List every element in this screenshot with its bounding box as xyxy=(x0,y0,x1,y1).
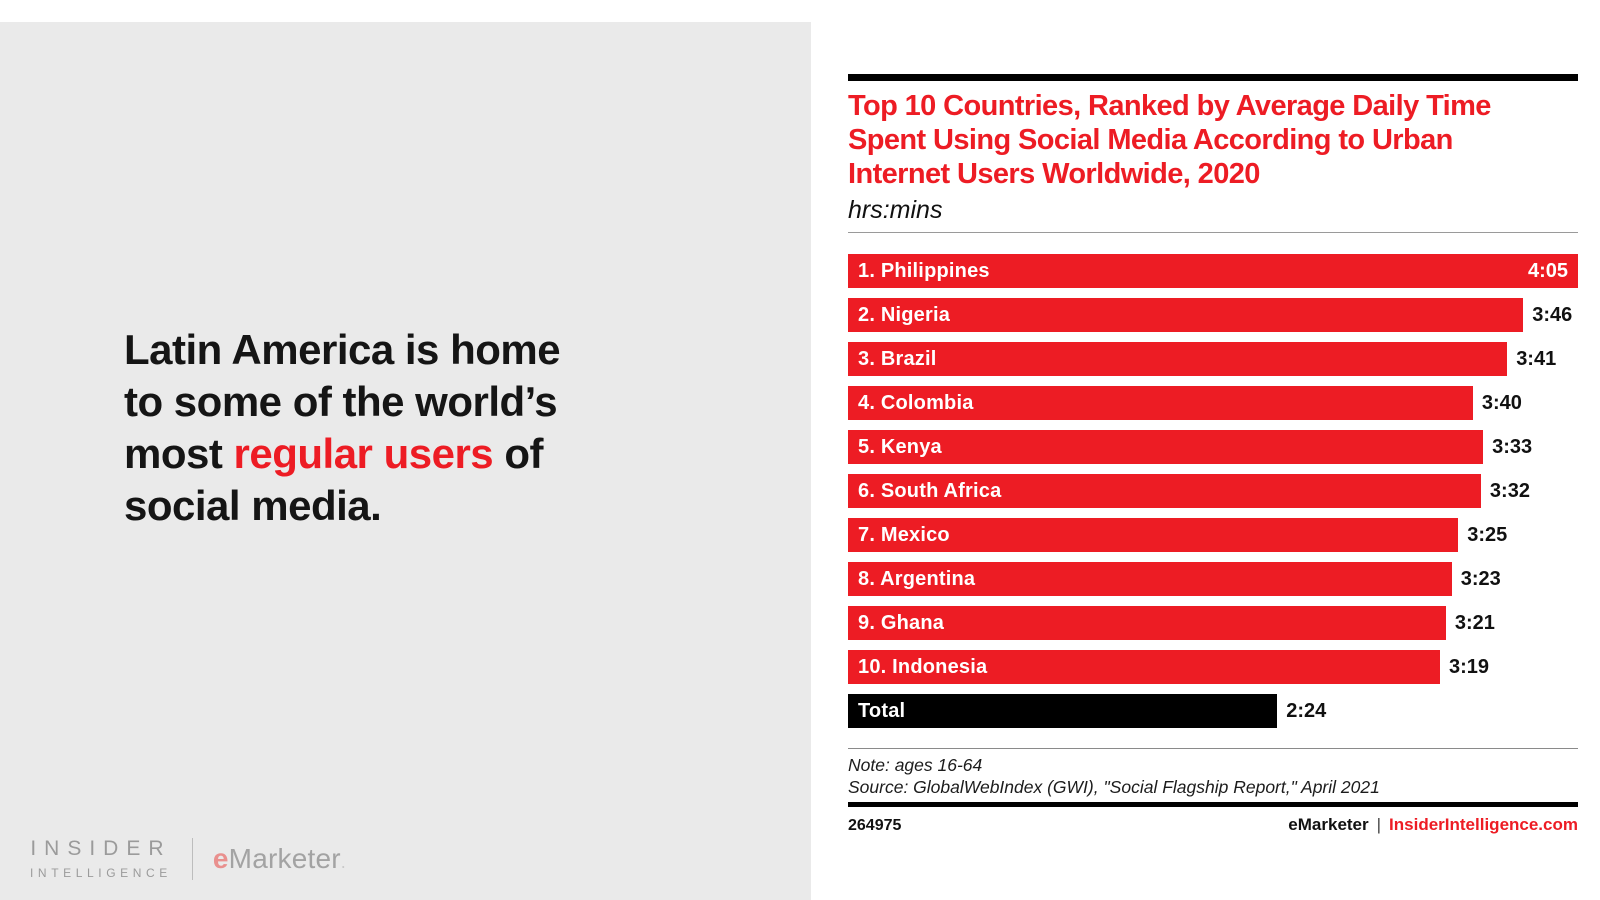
footer-brand: eMarketer | InsiderIntelligence.com xyxy=(1288,815,1578,835)
bar-value: 4:05 xyxy=(1527,259,1568,282)
chart-bottom-rule xyxy=(848,802,1578,807)
insider-logo-line1: INSIDER xyxy=(30,837,172,860)
bar-6: 6. South Africa xyxy=(848,474,1481,508)
bar-11: Total xyxy=(848,694,1278,728)
bar-1: 1. Philippines 4:05 xyxy=(848,254,1578,288)
bar-row-9: 9. Ghana 3:21 xyxy=(848,606,1578,640)
bar-value: 3:25 xyxy=(1467,523,1508,546)
chart-id: 264975 xyxy=(848,817,902,834)
bar-row-3: 3. Brazil 3:41 xyxy=(848,342,1578,376)
bar-row-4: 4. Colombia 3:40 xyxy=(848,386,1578,420)
chart-title-line-3: Internet Users Worldwide, 2020 xyxy=(848,158,1260,190)
bar-value: 3:19 xyxy=(1449,655,1490,678)
emarketer-logo-dot: . xyxy=(340,851,346,872)
emarketer-logo: eMarketer. xyxy=(213,843,346,875)
headline-line-4: social media. xyxy=(124,482,382,529)
bar-3: 3. Brazil xyxy=(848,342,1508,376)
bar-label: 10. Indonesia xyxy=(858,655,988,678)
bar-value: 3:46 xyxy=(1532,303,1573,326)
footer-brand-separator: | xyxy=(1376,815,1382,834)
headline-line-3-pre: most xyxy=(124,430,234,477)
chart-header-rule xyxy=(848,232,1578,233)
bar-chart: Top 10 Countries, Ranked by Average Dail… xyxy=(848,0,1578,835)
chart-title: Top 10 Countries, Ranked by Average Dail… xyxy=(848,89,1578,191)
headline: Latin America is home to some of the wor… xyxy=(124,324,561,532)
logo-divider xyxy=(191,837,193,880)
chart-top-rule xyxy=(848,74,1578,81)
emarketer-logo-e: e xyxy=(212,842,229,874)
bar-10: 10. Indonesia xyxy=(848,650,1441,684)
bar-value: 3:21 xyxy=(1454,611,1495,634)
headline-highlight: regular users xyxy=(233,430,494,477)
bar-value: 2:24 xyxy=(1286,699,1327,722)
bar-row-1: 1. Philippines 4:05 xyxy=(848,254,1578,288)
headline-line-2: to some of the world’s xyxy=(124,378,558,425)
bar-label: 6. South Africa xyxy=(858,479,1002,502)
chart-unit-label: hrs:mins xyxy=(848,196,943,224)
bar-label: 4. Colombia xyxy=(858,391,974,414)
bar-value: 3:40 xyxy=(1481,391,1522,414)
bar-label: Total xyxy=(858,699,906,722)
bar-value: 3:41 xyxy=(1516,347,1557,370)
headline-line-3-post: of xyxy=(493,430,543,477)
bar-row-7: 7. Mexico 3:25 xyxy=(848,518,1578,552)
chart-note: Note: ages 16-64 xyxy=(848,755,983,775)
bar-row-11: Total 2:24 xyxy=(848,694,1578,728)
insider-intelligence-logo: INSIDER INTELLIGENCE xyxy=(30,837,172,880)
bar-row-2: 2. Nigeria 3:46 xyxy=(848,298,1578,332)
bar-label: 2. Nigeria xyxy=(858,303,951,326)
chart-title-line-1: Top 10 Countries, Ranked by Average Dail… xyxy=(848,90,1491,122)
bar-4: 4. Colombia xyxy=(848,386,1473,420)
chart-source: Source: GlobalWebIndex (GWI), "Social Fl… xyxy=(848,777,1380,797)
brand-logos: INSIDER INTELLIGENCE eMarketer. xyxy=(30,837,346,880)
bar-value: 3:23 xyxy=(1460,567,1501,590)
bars-container: 1. Philippines 4:05 2. Nigeria 3:46 3. Brazi… xyxy=(848,254,1578,728)
chart-footnote-rule xyxy=(848,748,1578,749)
bar-label: 3. Brazil xyxy=(858,347,937,370)
footer-brand-insiderintelligence: InsiderIntelligence.com xyxy=(1389,815,1578,834)
bar-label: 1. Philippines xyxy=(858,259,990,282)
left-gray-panel: Latin America is home to some of the wor… xyxy=(0,22,811,900)
insider-logo-line2: INTELLIGENCE xyxy=(30,866,172,880)
bar-row-8: 8. Argentina 3:23 xyxy=(848,562,1578,596)
headline-line-1: Latin America is home xyxy=(124,326,561,373)
chart-title-line-2: Spent Using Social Media According to Ur… xyxy=(848,124,1453,156)
bar-row-6: 6. South Africa 3:32 xyxy=(848,474,1578,508)
bar-5: 5. Kenya xyxy=(848,430,1484,464)
bar-label: 9. Ghana xyxy=(858,611,945,634)
chart-notes: Note: ages 16-64 Source: GlobalWebIndex … xyxy=(848,754,1578,798)
bar-value: 3:32 xyxy=(1489,479,1530,502)
bar-8: 8. Argentina xyxy=(848,562,1452,596)
bar-9: 9. Ghana xyxy=(848,606,1446,640)
bar-label: 8. Argentina xyxy=(858,567,976,590)
bar-2: 2. Nigeria xyxy=(848,298,1524,332)
bar-label: 7. Mexico xyxy=(858,523,950,546)
bar-row-5: 5. Kenya 3:33 xyxy=(848,430,1578,464)
bar-label: 5. Kenya xyxy=(858,435,942,458)
emarketer-logo-rest: Marketer xyxy=(228,842,341,874)
chart-footer: 264975 eMarketer | InsiderIntelligence.com xyxy=(848,815,1578,835)
footer-brand-emarketer: eMarketer xyxy=(1288,815,1369,834)
bar-7: 7. Mexico xyxy=(848,518,1459,552)
headline-line-3: most regular users of xyxy=(124,428,560,480)
bar-row-10: 10. Indonesia 3:19 xyxy=(848,650,1578,684)
bar-value: 3:33 xyxy=(1492,435,1533,458)
